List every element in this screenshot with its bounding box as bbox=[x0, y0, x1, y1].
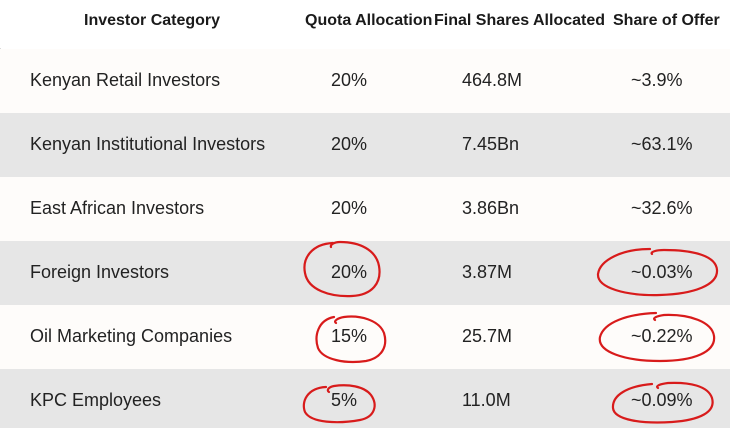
table-header-row: Investor Category Quota Allocation Final… bbox=[0, 0, 730, 48]
table-row: Oil Marketing Companies 15% 25.7M ~0.22% bbox=[0, 305, 730, 369]
cell-quota: 20% bbox=[331, 70, 368, 90]
cell-category: East African Investors bbox=[30, 198, 205, 218]
cell-shares: 11.0M bbox=[462, 390, 511, 410]
cell-quota: 5% bbox=[331, 390, 358, 410]
cell-quota: 20% bbox=[331, 262, 368, 282]
header-quota-allocation: Quota Allocation bbox=[305, 12, 433, 29]
header-share-of-offer: Share of Offer bbox=[613, 12, 720, 29]
cell-share-of-offer: ~0.22% bbox=[631, 326, 693, 346]
cell-category: Foreign Investors bbox=[30, 262, 170, 282]
cell-share-of-offer: ~0.09% bbox=[631, 390, 693, 410]
header-investor-category: Investor Category bbox=[84, 12, 221, 29]
cell-share-of-offer: ~63.1% bbox=[631, 134, 693, 154]
cell-share-of-offer: ~0.03% bbox=[631, 262, 693, 282]
cell-category: Kenyan Retail Investors bbox=[30, 70, 221, 90]
table-row: East African Investors 20% 3.86Bn ~32.6% bbox=[0, 177, 730, 241]
cell-shares: 464.8M bbox=[462, 70, 523, 90]
cell-share-of-offer: ~32.6% bbox=[631, 198, 693, 218]
table-row: Kenyan Retail Investors 20% 464.8M ~3.9% bbox=[0, 49, 730, 113]
table-row: Foreign Investors 20% 3.87M ~0.03% bbox=[0, 241, 730, 305]
table-row: KPC Employees 5% 11.0M ~0.09% bbox=[0, 369, 730, 428]
cell-shares: 3.86Bn bbox=[462, 198, 520, 218]
cell-shares: 3.87M bbox=[462, 262, 513, 282]
cell-quota: 20% bbox=[331, 198, 368, 218]
cell-quota: 15% bbox=[331, 326, 368, 346]
header-final-shares-allocated: Final Shares Allocated bbox=[434, 12, 606, 29]
cell-category: Oil Marketing Companies bbox=[30, 326, 233, 346]
cell-category: KPC Employees bbox=[30, 390, 162, 410]
cell-quota: 20% bbox=[331, 134, 368, 154]
cell-shares: 7.45Bn bbox=[462, 134, 520, 154]
cell-category: Kenyan Institutional Investors bbox=[30, 134, 266, 154]
cell-share-of-offer: ~3.9% bbox=[631, 70, 683, 90]
table-row: Kenyan Institutional Investors 20% 7.45B… bbox=[0, 113, 730, 177]
cell-shares: 25.7M bbox=[462, 326, 513, 346]
